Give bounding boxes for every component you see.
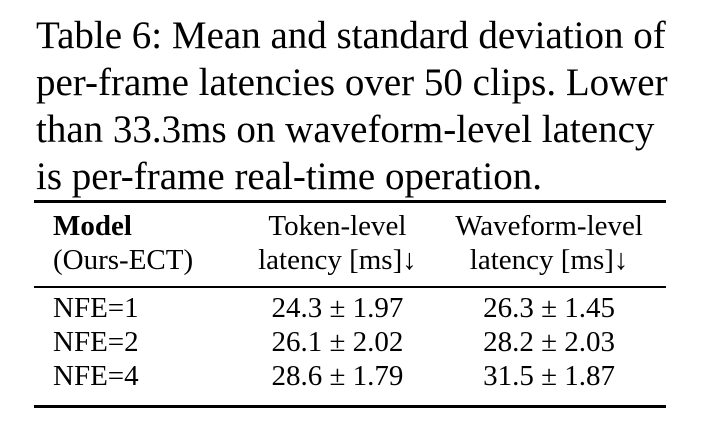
- table-header-row: (Ours-ECT) latency [ms]↓ latency [ms]↓: [34, 243, 666, 285]
- caption-line: is per-frame real-time operation.: [36, 155, 542, 198]
- header-model: Model: [53, 210, 132, 242]
- cell-model: NFE=4: [53, 360, 139, 392]
- header-token-level: Token-level: [268, 210, 407, 242]
- header-waveform-level: Waveform-level: [455, 210, 643, 242]
- table-header-row: Model Token-level Waveform-level: [34, 200, 666, 243]
- table-row: NFE=1 24.3 ± 1.97 26.3 ± 1.45: [34, 291, 666, 325]
- header-token-latency: latency [ms]↓: [258, 244, 417, 276]
- cell-waveform-latency: 26.3 ± 1.45: [483, 292, 616, 324]
- cell-waveform-latency: 31.5 ± 1.87: [483, 360, 616, 392]
- table-header-rule: [34, 286, 666, 288]
- cell-token-latency: 26.1 ± 2.02: [271, 326, 404, 358]
- table-row: NFE=4 28.6 ± 1.79 31.5 ± 1.87: [34, 359, 666, 393]
- cell-token-latency: 24.3 ± 1.97: [271, 292, 404, 324]
- caption-line: per-frame latencies over 50 clips. Lower: [36, 61, 668, 104]
- cell-token-latency: 28.6 ± 1.79: [271, 360, 404, 392]
- header-model-subtitle: (Ours-ECT): [53, 244, 194, 276]
- table-top-rule: [34, 200, 666, 203]
- caption-line: Table 6: Mean and standard deviation of: [36, 14, 666, 57]
- table-row: NFE=2 26.1 ± 2.02 28.2 ± 2.03: [34, 325, 666, 359]
- cell-waveform-latency: 28.2 ± 2.03: [483, 326, 616, 358]
- cell-model: NFE=2: [53, 326, 139, 358]
- cell-model: NFE=1: [53, 292, 139, 324]
- table-caption: Table 6: Mean and standard deviation of …: [36, 12, 686, 200]
- caption-line: than 33.3ms on waveform-level latency: [36, 108, 655, 151]
- latency-table-grid: Model Token-level Waveform-level (Ours-E…: [34, 200, 666, 393]
- header-waveform-latency: latency [ms]↓: [469, 244, 629, 276]
- table-bottom-rule: [34, 405, 666, 408]
